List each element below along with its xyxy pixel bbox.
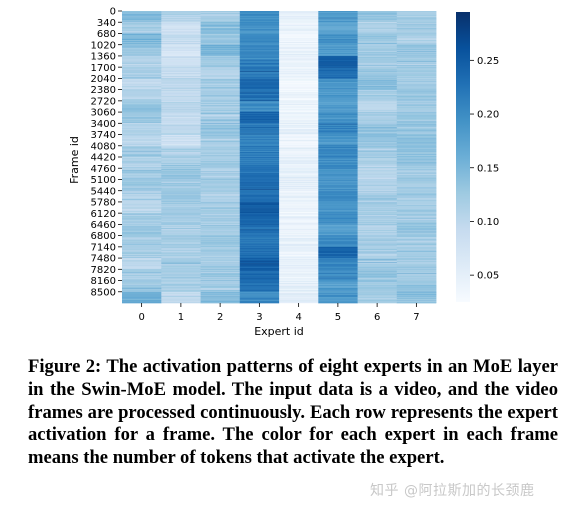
activation-heatmap-figure: 0340680102013601700204023802720306034003… xyxy=(68,7,499,338)
heatmap-cells xyxy=(122,11,437,304)
